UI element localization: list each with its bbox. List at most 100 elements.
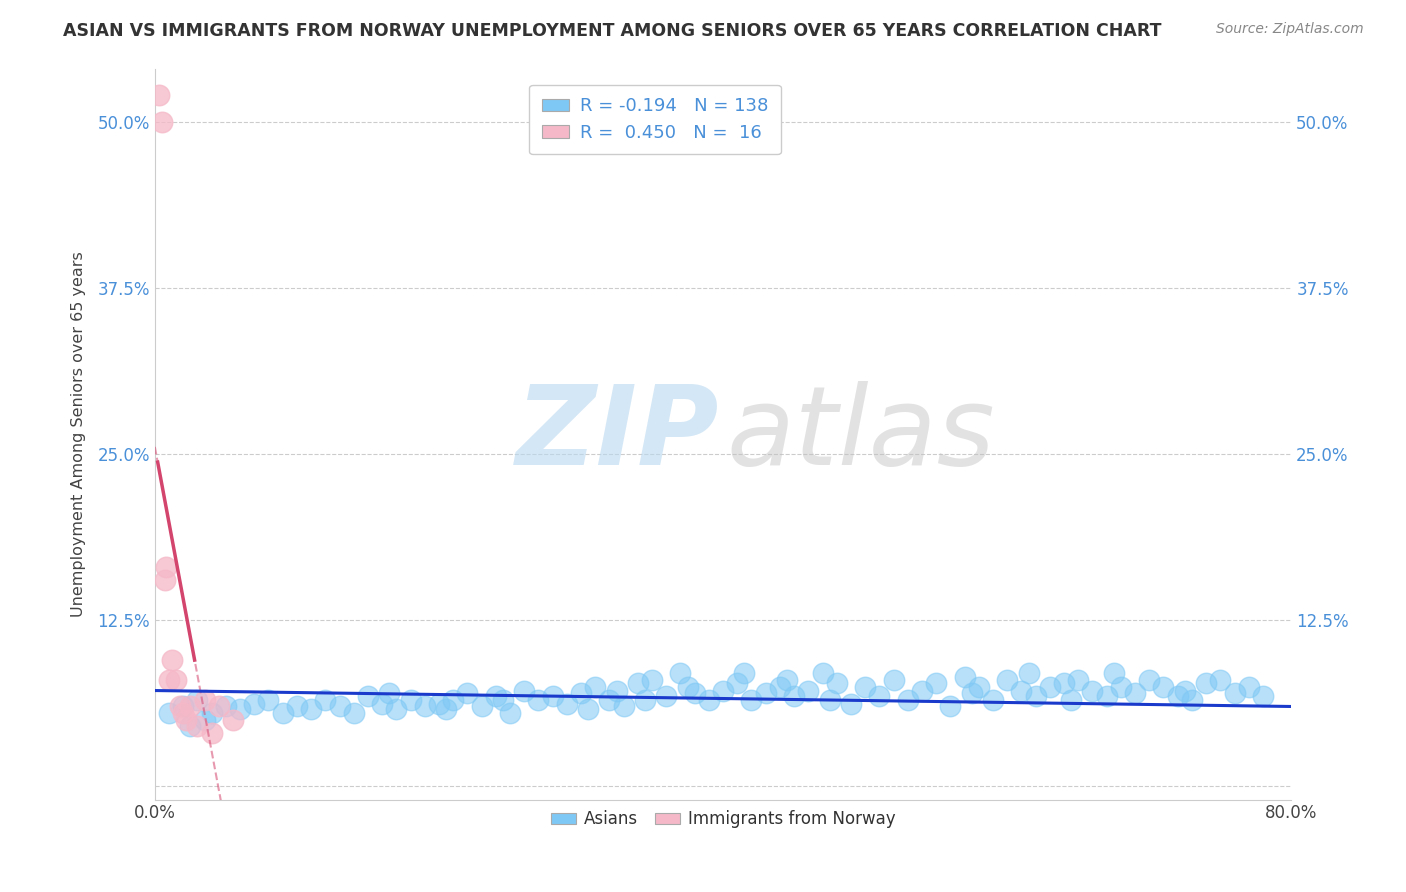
Point [186,693,208,707]
Point [740,693,762,707]
Point [1060,693,1083,707]
Point [627,675,650,690]
Text: Source: ZipAtlas.com: Source: ZipAtlas.com [1216,22,1364,37]
Point [967,680,990,694]
Point [669,666,692,681]
Point [825,675,848,690]
Point [711,683,734,698]
Point [818,693,841,707]
Point [328,699,350,714]
Point [583,680,606,694]
Point [641,673,664,687]
Point [1018,666,1040,681]
Point [150,114,173,128]
Point [1067,673,1090,687]
Point [299,702,322,716]
Point [995,673,1018,687]
Point [755,686,778,700]
Point [925,675,948,690]
Point [1167,689,1189,703]
Point [434,702,457,716]
Point [1174,683,1197,698]
Point [576,702,599,716]
Point [1025,689,1047,703]
Point [776,673,799,687]
Point [285,699,308,714]
Point [215,699,238,714]
Point [222,713,245,727]
Point [378,686,401,700]
Point [676,680,699,694]
Point [697,693,720,707]
Point [1095,689,1118,703]
Y-axis label: Unemployment Among Seniors over 65 years: Unemployment Among Seniors over 65 years [72,252,86,617]
Point [1209,673,1232,687]
Point [733,666,755,681]
Point [385,702,408,716]
Point [513,683,536,698]
Point [1195,675,1218,690]
Point [1010,683,1032,698]
Text: ZIP: ZIP [516,381,720,488]
Point [148,88,170,103]
Point [797,683,820,698]
Point [981,693,1004,707]
Point [499,706,522,720]
Point [169,699,191,714]
Point [1102,666,1125,681]
Point [911,683,934,698]
Point [257,693,280,707]
Point [598,693,620,707]
Point [1039,680,1062,694]
Point [229,702,252,716]
Point [314,693,336,707]
Point [606,683,628,698]
Point [165,673,187,687]
Point [399,693,422,707]
Point [193,713,215,727]
Text: atlas: atlas [727,381,995,488]
Point [555,697,578,711]
Point [613,699,636,714]
Point [492,693,515,707]
Point [471,699,494,714]
Point [172,699,194,714]
Point [1223,686,1246,700]
Point [174,713,197,727]
Point [179,719,201,733]
Point [1053,675,1076,690]
Point [953,670,976,684]
Point [208,699,231,714]
Point [201,706,224,720]
Point [1123,686,1146,700]
Point [456,686,478,700]
Point [1181,693,1204,707]
Point [485,689,508,703]
Point [811,666,834,681]
Point [201,726,224,740]
Point [1251,689,1274,703]
Point [413,699,436,714]
Point [960,686,983,700]
Point [783,689,806,703]
Point [193,693,215,707]
Point [172,706,194,720]
Point [160,653,183,667]
Point [839,697,862,711]
Point [897,693,920,707]
Point [769,680,792,694]
Point [357,689,380,703]
Point [569,686,592,700]
Point [883,673,905,687]
Text: ASIAN VS IMMIGRANTS FROM NORWAY UNEMPLOYMENT AMONG SENIORS OVER 65 YEARS CORRELA: ASIAN VS IMMIGRANTS FROM NORWAY UNEMPLOY… [63,22,1161,40]
Point [527,693,550,707]
Point [725,675,748,690]
Point [441,693,464,707]
Point [1237,680,1260,694]
Point [427,697,450,711]
Point [1153,680,1175,694]
Point [155,560,177,574]
Point [157,673,180,687]
Point [868,689,890,703]
Point [271,706,294,720]
